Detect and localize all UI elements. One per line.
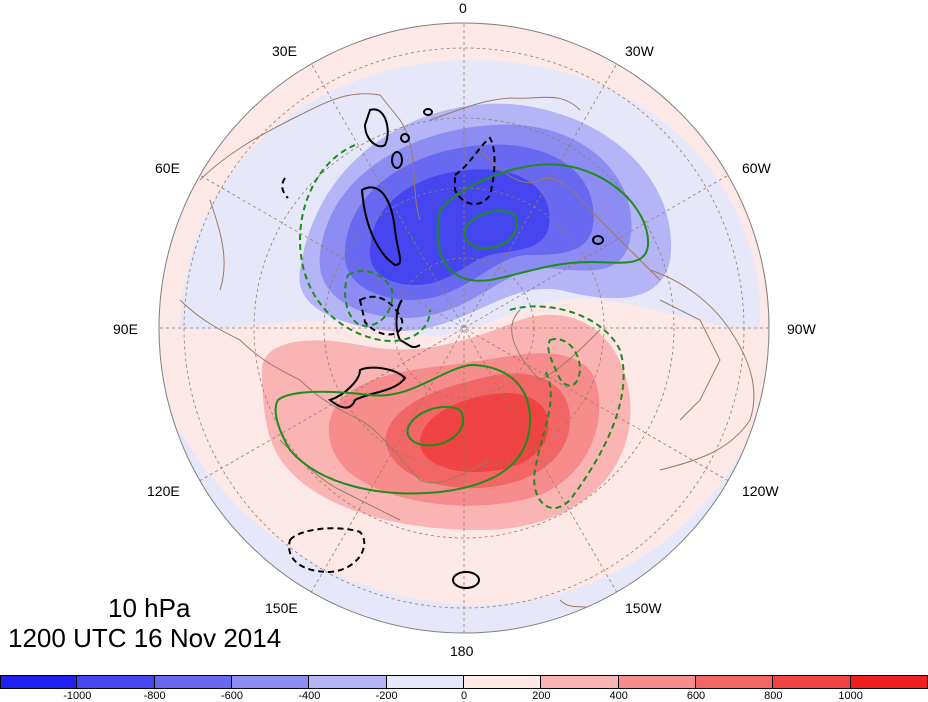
colorbar-tick-label: -200 xyxy=(375,690,398,702)
colorbar-tick-label: 200 xyxy=(532,690,551,702)
lon-label-120w: 120W xyxy=(742,483,779,499)
colorbar-tick-label: 600 xyxy=(686,690,706,702)
lon-label-90e: 90E xyxy=(113,321,138,337)
colorbar-tick-label: 400 xyxy=(609,690,628,702)
colorbar-segment xyxy=(541,675,619,689)
lon-label-150e: 150E xyxy=(265,600,298,616)
lon-label-120e: 120E xyxy=(147,483,180,499)
lon-label-0: 0 xyxy=(459,0,467,16)
shading-neg-200-south xyxy=(180,420,760,633)
colorbar-tick-label: -800 xyxy=(143,690,166,702)
colorbar-tick-label: 0 xyxy=(460,690,468,702)
lon-label-90w: 90W xyxy=(787,321,816,337)
colorbar-tick-label: -400 xyxy=(298,690,321,702)
lon-label-180: 180 xyxy=(450,643,474,659)
colorbar-tick-label: -1000 xyxy=(63,690,92,702)
shading-pos-1000 xyxy=(419,393,549,472)
colorbar-segment xyxy=(850,675,928,689)
shading-neg-1000 xyxy=(369,169,550,285)
colorbar-segment xyxy=(463,675,542,689)
timestamp-title: 1200 UTC 16 Nov 2014 xyxy=(8,623,282,653)
lon-label-60w: 60W xyxy=(742,160,771,176)
green-contours xyxy=(274,163,650,495)
map-boundary xyxy=(158,22,770,634)
graticule xyxy=(159,23,769,633)
colorbar-segment xyxy=(0,675,78,689)
lon-label-30e: 30E xyxy=(272,43,297,59)
colorbar-tick-label: 1000 xyxy=(838,690,863,702)
colorbar xyxy=(0,675,928,689)
colorbar-segment xyxy=(154,675,232,689)
colorbar-segment xyxy=(386,675,464,689)
lon-label-30w: 30W xyxy=(625,43,654,59)
colorbar-tick-label: 800 xyxy=(764,690,783,702)
pressure-level-title: 10 hPa xyxy=(108,593,191,623)
colorbar-segment xyxy=(618,675,696,689)
colorbar-tick-label: -600 xyxy=(220,690,244,702)
colorbar-segment xyxy=(231,675,310,689)
coastlines xyxy=(179,93,755,609)
black-dashed-contours xyxy=(281,136,496,574)
colorbar-segment xyxy=(695,675,774,689)
colorbar-segment xyxy=(773,675,851,689)
green-dashed-contours xyxy=(298,144,625,510)
lon-label-60e: 60E xyxy=(155,160,180,176)
colorbar-segment xyxy=(309,675,387,689)
colorbar-segment xyxy=(77,675,155,689)
lon-label-150w: 150W xyxy=(625,600,662,616)
